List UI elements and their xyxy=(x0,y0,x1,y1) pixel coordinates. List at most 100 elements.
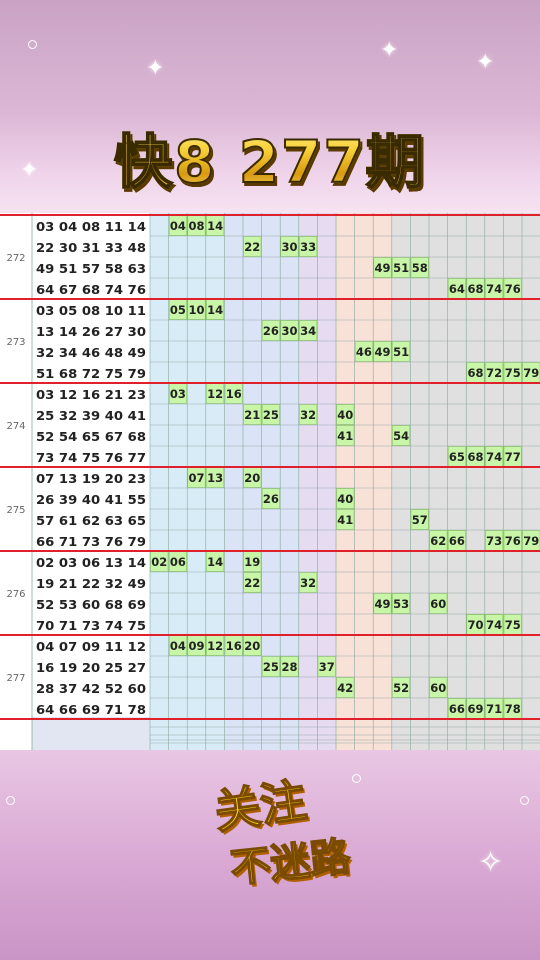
hit-number: 70 xyxy=(467,618,483,632)
hit-cell xyxy=(243,404,262,425)
draw-numbers-row: 73 74 75 76 77 xyxy=(36,450,146,465)
hit-cell xyxy=(299,320,318,341)
hit-number: 51 xyxy=(393,345,409,359)
hit-cell xyxy=(336,677,355,698)
hit-cell xyxy=(373,257,392,278)
hit-number: 60 xyxy=(430,597,446,611)
hit-number: 51 xyxy=(393,261,409,275)
draw-numbers-row: 64 66 69 71 78 xyxy=(36,702,146,717)
period-label: 274 xyxy=(6,421,25,432)
draw-numbers-row: 04 07 09 11 12 xyxy=(36,639,146,654)
hit-number: 04 xyxy=(170,639,186,653)
hit-number: 57 xyxy=(412,513,428,527)
hit-number: 49 xyxy=(374,261,390,275)
numbers-column-bg xyxy=(32,213,150,750)
hit-number: 20 xyxy=(244,471,260,485)
hit-number: 74 xyxy=(486,450,502,464)
hit-number: 74 xyxy=(486,618,502,632)
grid-band xyxy=(317,213,336,750)
period-column-bg xyxy=(0,213,32,750)
hit-number: 52 xyxy=(393,681,409,695)
hit-number: 14 xyxy=(207,219,223,233)
draw-numbers-row: 03 05 08 10 11 xyxy=(36,303,146,318)
hit-cell xyxy=(392,257,411,278)
draw-numbers-row: 57 61 62 63 65 xyxy=(36,513,146,528)
hit-number: 09 xyxy=(188,639,204,653)
draw-numbers-row: 03 04 08 11 14 xyxy=(36,219,146,234)
hit-cell xyxy=(354,341,373,362)
grid-band xyxy=(447,213,467,750)
hit-number: 69 xyxy=(467,702,483,716)
hit-number: 32 xyxy=(300,408,316,422)
grid-band xyxy=(373,213,392,750)
hit-number: 13 xyxy=(207,471,223,485)
star-sparkle-icon: ✦ xyxy=(20,158,39,183)
hit-cell xyxy=(280,236,299,257)
draw-numbers-row: 07 13 19 20 23 xyxy=(36,471,146,486)
hit-number: 78 xyxy=(505,702,521,716)
hit-number: 79 xyxy=(523,366,539,380)
draw-numbers-row: 49 51 57 58 63 xyxy=(36,261,146,276)
hit-number: 74 xyxy=(486,282,502,296)
hit-cell xyxy=(373,593,392,614)
dont-get-lost-text: 不迷路 xyxy=(228,833,354,893)
hit-number: 30 xyxy=(281,324,297,338)
hit-cell xyxy=(280,320,299,341)
hit-number: 14 xyxy=(207,555,223,569)
hit-number: 19 xyxy=(244,555,260,569)
grid-band xyxy=(391,213,411,750)
draw-numbers-row: 66 71 73 76 79 xyxy=(36,534,146,549)
hit-cell xyxy=(317,656,336,677)
hit-cell xyxy=(261,404,280,425)
draw-numbers-row: 64 67 68 74 76 xyxy=(36,282,146,297)
hit-number: 40 xyxy=(337,408,353,422)
hit-number: 07 xyxy=(188,471,204,485)
hit-number: 68 xyxy=(467,366,483,380)
hit-cell xyxy=(392,677,411,698)
draw-chart: 272 03 04 08 11 14 22 30 31 33 48 49 51 57 … xyxy=(0,213,540,750)
hit-number: 02 xyxy=(151,555,167,569)
hit-cell xyxy=(261,488,280,509)
draw-numbers-row: 28 37 42 52 60 xyxy=(36,681,146,696)
draw-numbers-row: 03 12 16 21 23 xyxy=(36,387,146,402)
hit-number: 65 xyxy=(449,450,465,464)
hit-cell xyxy=(410,509,429,530)
hit-cell xyxy=(299,236,318,257)
hit-number: 37 xyxy=(319,660,335,674)
draw-numbers-row: 52 53 60 68 69 xyxy=(36,597,146,612)
hit-number: 33 xyxy=(300,240,316,254)
grid-band xyxy=(429,213,448,750)
hit-cell xyxy=(392,425,411,446)
hit-number: 76 xyxy=(505,534,521,548)
hit-cell xyxy=(429,677,448,698)
hit-cell xyxy=(299,404,318,425)
hit-cell xyxy=(261,320,280,341)
follow-text: 关注 xyxy=(210,772,310,840)
circle-sparkle xyxy=(6,796,15,805)
hit-number: 60 xyxy=(430,681,446,695)
draw-numbers-row: 19 21 22 32 49 xyxy=(36,576,146,591)
hit-cell xyxy=(392,593,411,614)
grid-band xyxy=(410,213,429,750)
page-title: 快8 277期 xyxy=(0,112,540,202)
hit-number: 49 xyxy=(374,597,390,611)
hit-number: 64 xyxy=(449,282,465,296)
hit-number: 72 xyxy=(486,366,502,380)
hit-number: 14 xyxy=(207,303,223,317)
grid-band xyxy=(150,213,169,750)
hit-number: 10 xyxy=(188,303,204,317)
hit-cell xyxy=(243,572,262,593)
hit-cell xyxy=(410,257,429,278)
hit-number: 66 xyxy=(449,534,465,548)
hit-number: 06 xyxy=(170,555,186,569)
circle-sparkle xyxy=(352,774,361,783)
hit-number: 49 xyxy=(374,345,390,359)
hit-number: 30 xyxy=(281,240,297,254)
star-sparkle-icon: ✧ xyxy=(478,845,504,880)
hit-number: 25 xyxy=(263,660,279,674)
draw-numbers-row: 26 39 40 41 55 xyxy=(36,492,146,507)
hit-cell xyxy=(392,341,411,362)
grid-band xyxy=(280,213,299,750)
hit-number: 75 xyxy=(505,366,521,380)
period-label: 273 xyxy=(6,337,25,348)
